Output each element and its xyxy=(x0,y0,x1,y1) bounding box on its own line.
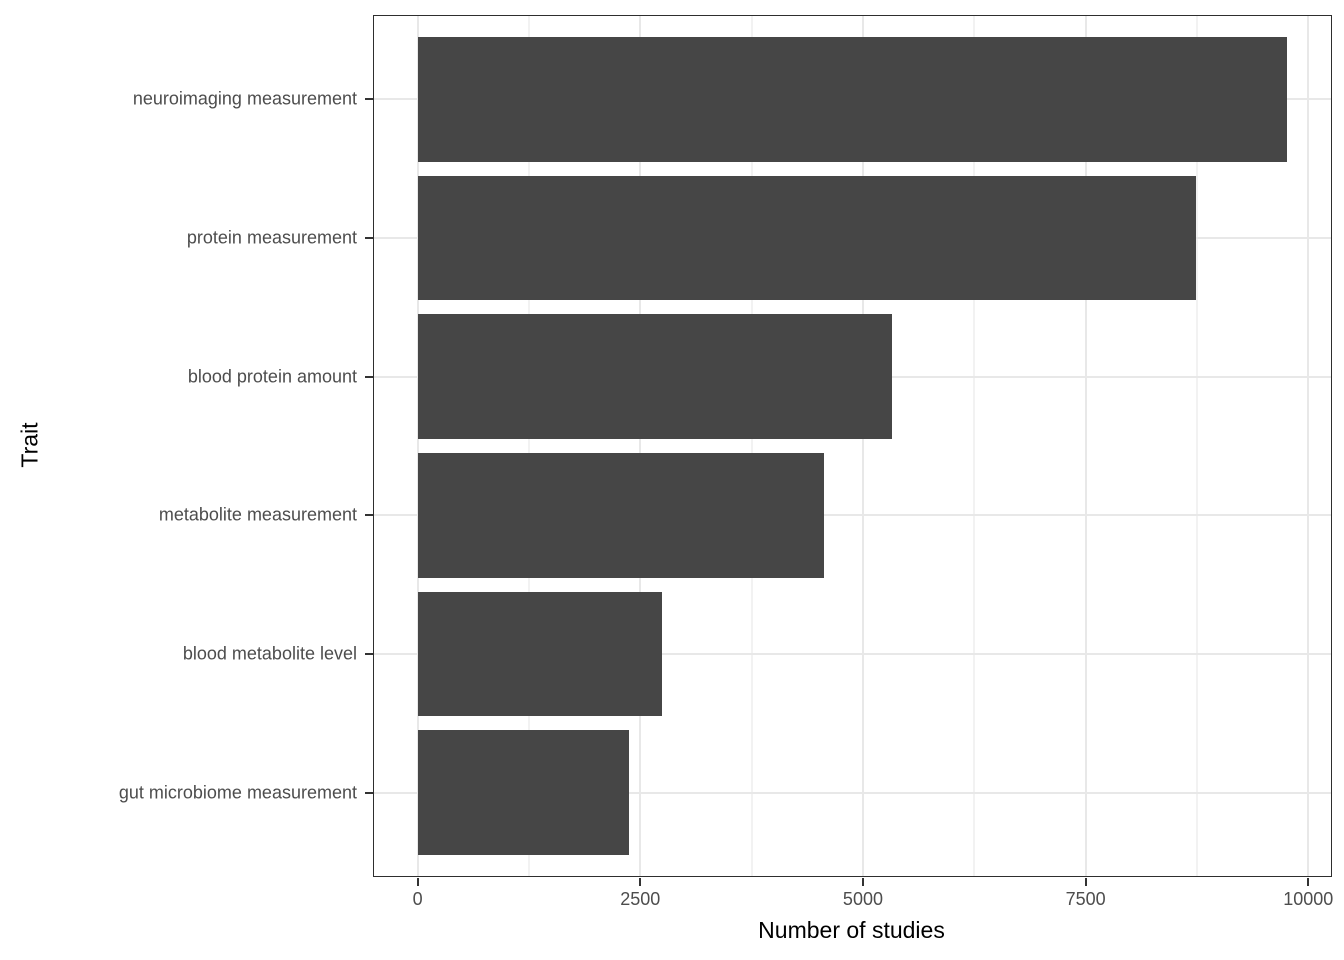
y-axis-tick xyxy=(365,98,373,101)
x-axis-tick xyxy=(416,878,419,886)
y-axis-tick-label: blood metabolite level xyxy=(182,643,357,664)
major-gridline xyxy=(861,16,864,876)
minor-gridline xyxy=(750,16,753,876)
major-gridline xyxy=(416,16,419,876)
plot-panel xyxy=(373,15,1332,877)
category-gridline xyxy=(374,791,1331,794)
y-axis-tick xyxy=(365,236,373,239)
y-axis-tick-label: gut microbiome measurement xyxy=(118,782,357,803)
major-gridline xyxy=(1084,16,1087,876)
y-axis-tick xyxy=(365,514,373,517)
major-gridline xyxy=(639,16,642,876)
x-axis-tick-label: 10000 xyxy=(1283,889,1334,909)
bar xyxy=(417,452,824,578)
bar xyxy=(417,730,629,856)
minor-gridline xyxy=(527,16,530,876)
bar xyxy=(417,314,893,440)
y-axis-tick xyxy=(365,375,373,378)
x-axis-tick-label: 5000 xyxy=(842,889,883,909)
bar xyxy=(417,591,662,717)
x-axis-tick-label: 2500 xyxy=(620,889,661,909)
x-axis-tick xyxy=(639,878,642,886)
y-axis-tick-label: neuroimaging measurement xyxy=(132,88,357,109)
y-axis-tick xyxy=(365,653,373,656)
y-axis-tick-label: blood protein amount xyxy=(187,366,357,387)
bar xyxy=(417,175,1197,301)
major-gridline xyxy=(1307,16,1310,876)
minor-gridline xyxy=(1195,16,1198,876)
x-axis-title: Number of studies xyxy=(758,917,945,943)
x-axis-tick xyxy=(1307,878,1310,886)
y-axis-title: Trait xyxy=(16,422,43,468)
x-axis-tick-label: 0 xyxy=(412,889,423,909)
category-gridline xyxy=(374,653,1331,656)
bar xyxy=(417,36,1287,162)
minor-gridline xyxy=(973,16,976,876)
x-axis-tick xyxy=(1084,878,1087,886)
y-axis-tick-label: metabolite measurement xyxy=(158,504,357,525)
category-gridline xyxy=(374,514,1331,517)
y-axis-tick-label: protein measurement xyxy=(186,227,357,248)
x-axis-tick-label: 7500 xyxy=(1065,889,1106,909)
y-axis-tick xyxy=(365,791,373,794)
x-axis-tick xyxy=(861,878,864,886)
